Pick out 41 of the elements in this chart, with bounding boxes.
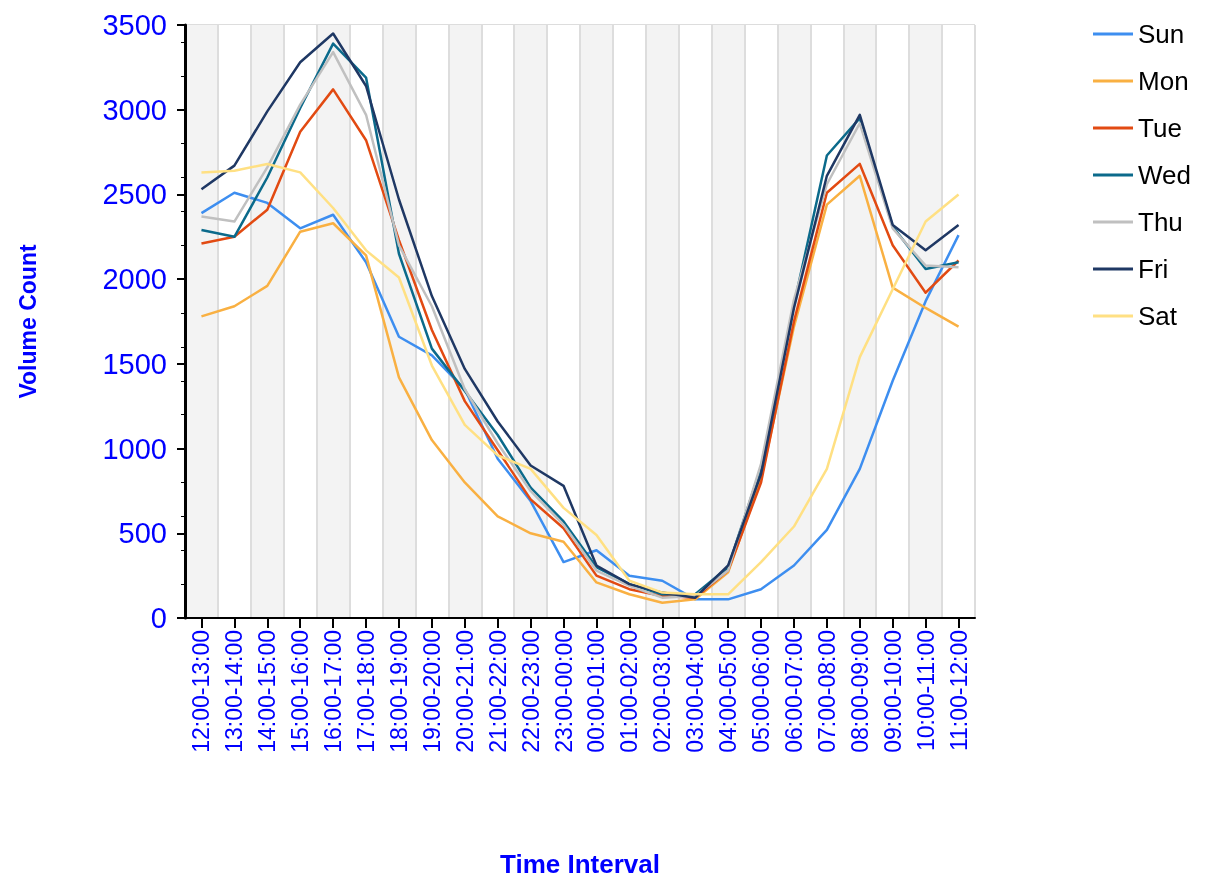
x-tick-label: 04:00-05:00	[715, 630, 742, 753]
x-tick-label: 15:00-16:00	[287, 630, 314, 753]
x-tick-label: 07:00-08:00	[813, 630, 840, 753]
x-tick-label: 20:00-21:00	[451, 630, 478, 753]
x-tick-label: 06:00-07:00	[780, 630, 807, 753]
x-tick-label: 03:00-04:00	[682, 630, 709, 753]
x-tick-label: 22:00-23:00	[517, 630, 544, 753]
legend-label: Wed	[1138, 160, 1192, 190]
x-tick-label: 16:00-17:00	[320, 630, 347, 753]
x-tick-label: 23:00-00:00	[550, 630, 577, 753]
x-axis-title: Time Interval	[500, 849, 660, 879]
x-tick-label: 10:00-11:00	[912, 630, 939, 752]
x-tick-label: 01:00-02:00	[616, 630, 643, 753]
legend-label: Mon	[1138, 66, 1189, 96]
y-axis-title: Volume Count	[14, 244, 41, 399]
x-tick-label: 11:00-12:00	[945, 630, 972, 752]
y-tick-label: 3000	[102, 93, 167, 126]
x-tick-label: 02:00-03:00	[649, 630, 676, 753]
y-tick-label: 3500	[102, 9, 167, 41]
x-tick-label: 17:00-18:00	[353, 630, 380, 753]
legend-label: Tue	[1138, 113, 1182, 143]
x-tick-label: 18:00-19:00	[385, 630, 412, 753]
legend-label: Thu	[1138, 207, 1183, 237]
x-tick-label: 13:00-14:00	[221, 630, 248, 753]
y-tick-label: 2000	[102, 263, 167, 296]
y-tick-label: 500	[118, 517, 167, 550]
y-tick-label: 2500	[102, 178, 167, 211]
y-tick-label: 0	[150, 602, 167, 634]
legend-label: Sat	[1138, 301, 1178, 331]
legend-label: Fri	[1138, 254, 1169, 284]
x-tick-label: 05:00-06:00	[748, 630, 775, 753]
legend-label: Sun	[1138, 19, 1185, 49]
x-tick-label: 12:00-13:00	[188, 630, 215, 753]
y-tick-label: 1500	[102, 347, 167, 380]
x-tick-label: 08:00-09:00	[846, 630, 873, 753]
y-tick-label: 1000	[102, 432, 167, 465]
x-tick-label: 09:00-10:00	[879, 630, 906, 753]
x-tick-label: 21:00-22:00	[484, 630, 511, 753]
x-tick-label: 19:00-20:00	[418, 630, 445, 753]
x-tick-label: 00:00-01:00	[583, 630, 610, 753]
x-tick-label: 14:00-15:00	[254, 630, 281, 753]
